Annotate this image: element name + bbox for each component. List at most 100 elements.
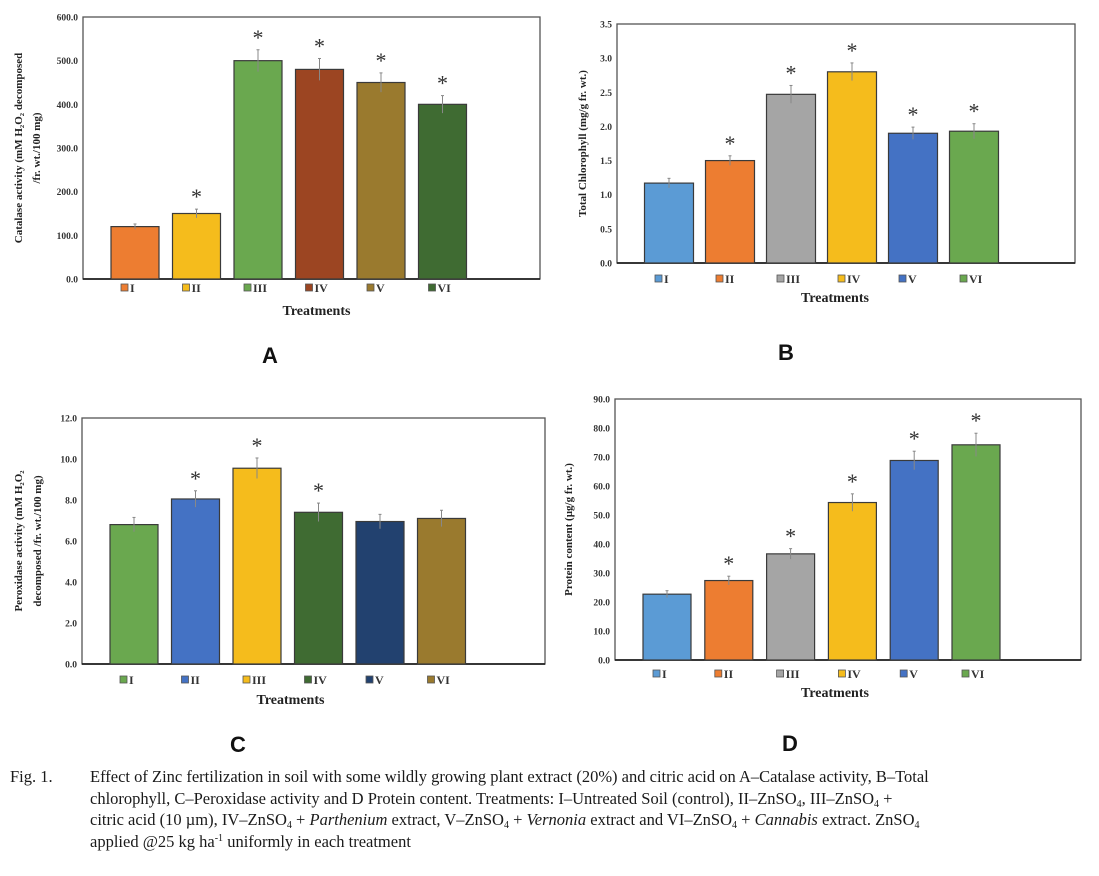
y-tick-label: 2.5 <box>600 89 612 99</box>
legend-item: VI <box>961 667 985 681</box>
legend-swatch <box>837 274 846 283</box>
legend-label: VI <box>438 281 452 295</box>
caption-text: + <box>737 810 755 829</box>
caption-text: + <box>508 810 527 829</box>
bar-ii <box>171 212 222 280</box>
caption-species-name: Vernonia <box>526 810 587 829</box>
legend-swatch <box>838 669 846 678</box>
y-tick-label: 3.0 <box>600 55 612 65</box>
panel-label-a: A <box>262 343 278 368</box>
legend-swatch <box>898 274 907 283</box>
legend-swatch <box>182 283 190 292</box>
legend-label: II <box>192 281 202 295</box>
y-tick-label: 40.0 <box>593 541 610 551</box>
y-tick-label: 30.0 <box>593 570 610 580</box>
y-tick-label: 600.0 <box>57 14 79 24</box>
legend-swatch <box>243 283 252 292</box>
caption-text: extract and VI–ZnSO <box>586 810 732 829</box>
panel-label-b: B <box>778 340 794 365</box>
bar-iv <box>827 501 878 661</box>
bar-i <box>642 593 692 661</box>
legend-swatch <box>714 669 723 678</box>
significance-marker: * <box>376 48 387 73</box>
caption-text: , III–ZnSO <box>801 788 875 808</box>
y-tick-label: 0.0 <box>66 276 78 286</box>
significance-marker: * <box>908 102 919 127</box>
legend-label: V <box>375 673 384 687</box>
y-axis-label: Peroxidase activity (mM H₂O₂ <box>13 470 25 612</box>
legend-label: II <box>191 673 201 687</box>
y-axis-label: Total Chlorophyll (mg/g fr. wt.) <box>577 70 589 217</box>
bar-vi <box>951 444 1001 661</box>
legend-swatch <box>366 283 375 292</box>
caption-body: Effect of Zinc fertilization in soil wit… <box>90 766 1090 852</box>
significance-marker: * <box>847 38 858 63</box>
caption-text: uniformly in each treatment <box>223 831 411 851</box>
y-axis-label: /fr. wt./100 mg) <box>31 112 43 184</box>
caption-line-3: citric acid (10 µm), IV–ZnSO4 + Partheni… <box>90 809 1090 831</box>
legend-item: V <box>366 281 385 295</box>
legend-item: V <box>899 667 918 681</box>
legend-item: V <box>898 272 917 286</box>
significance-marker: * <box>971 408 982 433</box>
caption-text: applied @25 kg ha <box>90 831 215 851</box>
bar-v <box>356 81 406 280</box>
significance-marker: * <box>785 524 796 549</box>
legend-item: VI <box>427 673 451 687</box>
legend-label: I <box>664 272 669 286</box>
caption-species-name: Cannabis <box>754 810 818 829</box>
panel-c: 0.0 2.0 4.0 6.0 8.0 10.0 12.0 Peroxidase activi… <box>0 0 550 760</box>
y-tick-label: 50.0 <box>593 512 610 522</box>
legend-label: IV <box>847 667 861 681</box>
legend-label: IV <box>315 281 329 295</box>
y-tick-label: 100.0 <box>57 232 79 242</box>
bar-i <box>643 182 695 264</box>
caption-subscript: 4 <box>796 798 802 810</box>
legend-swatch <box>242 675 251 684</box>
significance-marker: * <box>191 184 202 209</box>
y-tick-label: 500.0 <box>57 57 79 67</box>
y-axis-label: decomposed /fr. wt./100 mg) <box>32 475 44 607</box>
y-tick-label: 10.0 <box>60 456 77 466</box>
panel-d: 0.0 10.0 20.0 30.0 40.0 50.0 60.0 70.0 80.0 90.0 P… <box>563 396 1082 756</box>
legend-label: III <box>252 673 266 687</box>
caption-line-2: chlorophyll, C–Peroxidase activity and D… <box>90 788 1090 810</box>
legend-label: I <box>130 281 135 295</box>
y-tick-label: 1.5 <box>600 157 612 167</box>
caption-text: extract, V–ZnSO <box>387 810 504 829</box>
bar-iii <box>765 553 816 661</box>
caption-subscript: 4 <box>286 820 292 831</box>
y-axis-label: Protein content (µg/g fr. wt.) <box>563 463 575 596</box>
caption-line-1: Effect of Zinc fertilization in soil wit… <box>90 766 1090 788</box>
legend-swatch <box>899 669 908 678</box>
significance-marker: * <box>969 99 980 124</box>
bar-iii <box>765 93 817 264</box>
y-tick-label: 6.0 <box>65 538 77 548</box>
significance-marker: * <box>190 466 201 491</box>
legend-label: I <box>662 667 667 681</box>
panel-a: 0.0 100.0 200.0 300.0 400.0 500.0 600.0 Catalas… <box>0 0 550 380</box>
legend-item: IV <box>838 667 861 681</box>
legend-swatch <box>652 669 661 678</box>
y-tick-label: 70.0 <box>593 454 610 464</box>
y-tick-label: 1.0 <box>600 191 612 201</box>
y-axis-label: Catalase activity (mM H₂O₂ decomposed <box>13 53 25 244</box>
bar-v <box>889 459 939 661</box>
legend-item: III <box>776 272 800 286</box>
y-tick-label: 2.0 <box>65 620 77 630</box>
y-tick-label: 400.0 <box>57 101 79 111</box>
legend-item: III <box>243 281 267 295</box>
chart-catalase-activity: 0.0 100.0 200.0 300.0 400.0 500.0 600.0 Catalas… <box>13 14 541 319</box>
legend-item: II <box>715 272 735 286</box>
panel-b: 0.0 0.5 1.0 1.5 2.0 2.5 3.0 3.5 Total Chlorophyl… <box>0 0 1099 380</box>
significance-marker: * <box>314 33 325 58</box>
caption-text: Effect of Zinc fertilization in soil wit… <box>90 767 929 786</box>
bar-i <box>109 523 159 665</box>
legend-swatch <box>181 675 189 684</box>
y-tick-label: 0.0 <box>600 260 612 270</box>
legend-label: VI <box>437 673 451 687</box>
bar-ii <box>704 579 754 661</box>
legend-label: II <box>724 667 734 681</box>
legend-swatch <box>715 274 724 283</box>
bar-v <box>887 132 939 264</box>
